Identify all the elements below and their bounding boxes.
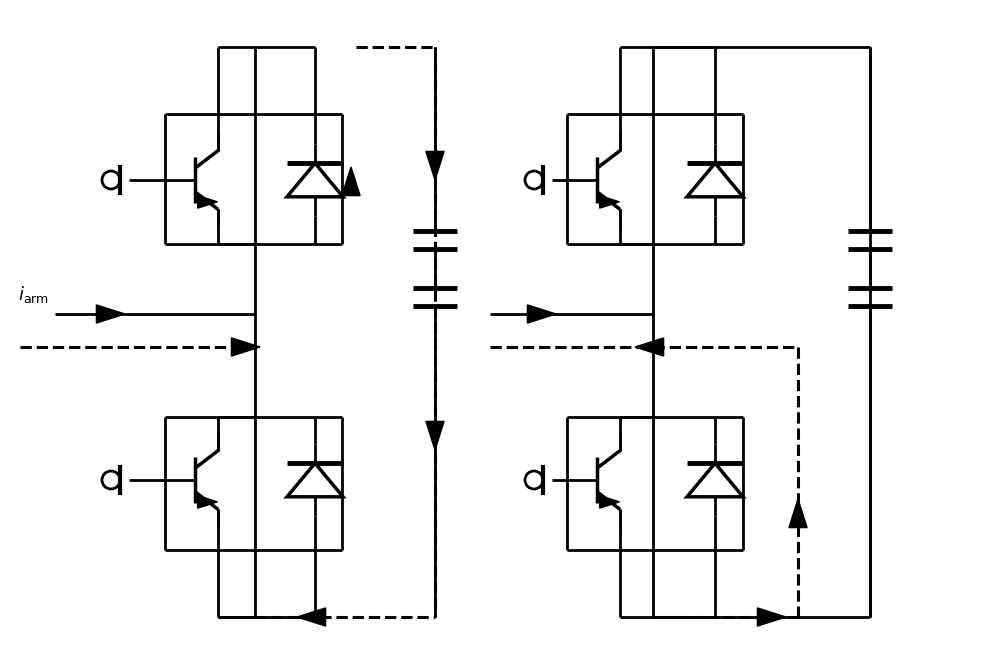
Polygon shape bbox=[231, 338, 260, 356]
Polygon shape bbox=[297, 608, 326, 626]
Polygon shape bbox=[198, 496, 217, 508]
Polygon shape bbox=[757, 608, 786, 626]
Polygon shape bbox=[426, 421, 444, 450]
Polygon shape bbox=[635, 338, 664, 356]
Polygon shape bbox=[527, 305, 556, 323]
Text: $i_{\rm arm}$: $i_{\rm arm}$ bbox=[18, 284, 49, 304]
Polygon shape bbox=[600, 196, 619, 208]
Polygon shape bbox=[96, 305, 125, 323]
Polygon shape bbox=[342, 167, 360, 196]
Polygon shape bbox=[426, 151, 444, 180]
Polygon shape bbox=[789, 499, 807, 527]
Polygon shape bbox=[198, 196, 217, 208]
Polygon shape bbox=[600, 496, 619, 508]
